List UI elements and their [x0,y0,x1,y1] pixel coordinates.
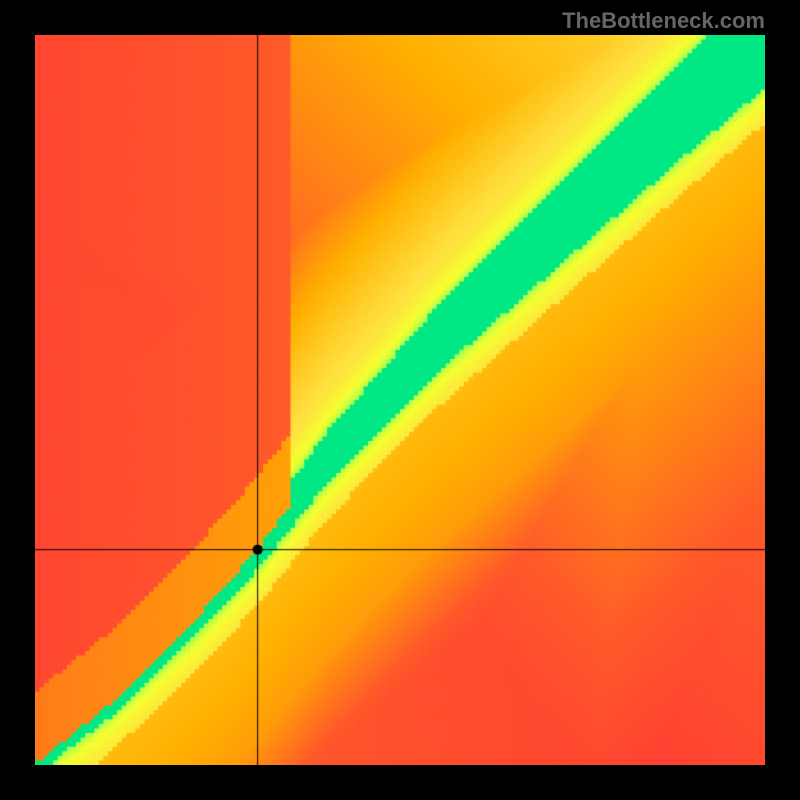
watermark-text: TheBottleneck.com [562,8,765,34]
chart-container: TheBottleneck.com [0,0,800,800]
bottleneck-heatmap [35,35,765,765]
